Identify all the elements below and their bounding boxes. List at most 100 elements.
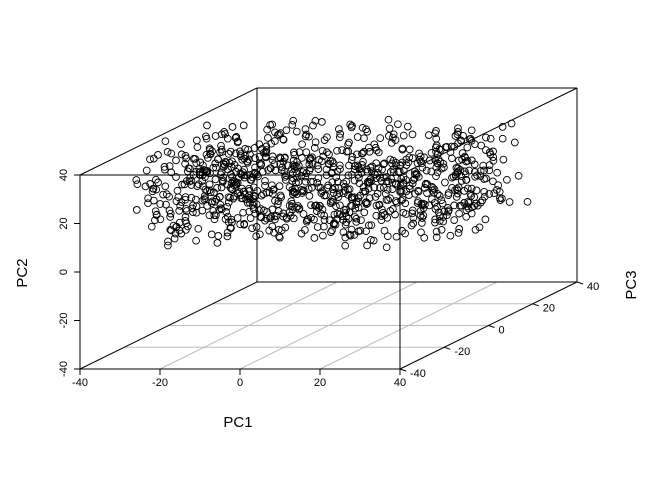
data-point: [347, 156, 356, 164]
data-point: [200, 195, 209, 204]
data-point: [203, 202, 212, 210]
data-point: [211, 211, 220, 220]
data-point: [353, 150, 361, 159]
data-point: [432, 227, 441, 236]
data-point: [391, 197, 400, 205]
z-tick: [532, 303, 539, 307]
data-point: [341, 187, 349, 195]
data-point: [359, 183, 368, 191]
data-point: [396, 181, 405, 190]
data-point: [454, 229, 463, 237]
data-point: [298, 140, 306, 149]
data-point: [132, 176, 141, 184]
data-point: [265, 226, 274, 235]
data-point: [266, 214, 274, 223]
data-point: [335, 133, 344, 142]
data-point: [427, 148, 436, 157]
data-point: [176, 202, 185, 210]
data-point: [133, 180, 142, 189]
data-point: [211, 132, 220, 140]
data-point: [277, 193, 286, 202]
data-point: [345, 138, 353, 147]
data-point: [411, 170, 419, 179]
data-point: [478, 196, 487, 205]
y-tick-label: 0: [58, 269, 70, 275]
x-tick-label: 0: [237, 377, 243, 389]
data-point: [397, 187, 406, 196]
data-point: [348, 153, 357, 161]
data-point: [366, 175, 375, 184]
data-point: [289, 190, 297, 198]
data-point: [177, 229, 186, 238]
data-point: [268, 181, 276, 190]
data-point: [440, 207, 449, 216]
data-point: [339, 216, 347, 224]
data-point: [427, 182, 436, 191]
data-point: [439, 217, 448, 226]
data-point: [309, 121, 317, 130]
data-point: [271, 215, 279, 224]
data-point: [203, 167, 212, 175]
data-point: [217, 130, 226, 139]
data-point: [152, 210, 161, 219]
x-tick-label: 20: [314, 377, 326, 389]
data-point: [271, 128, 279, 137]
data-point: [433, 159, 442, 168]
data-point: [392, 161, 400, 170]
data-point: [418, 219, 426, 227]
box-edge: [79, 87, 258, 176]
data-point: [352, 218, 361, 226]
data-point: [503, 175, 511, 184]
data-point: [230, 160, 239, 169]
data-point: [220, 161, 229, 169]
data-point: [335, 189, 344, 198]
data-point: [323, 148, 331, 157]
data-point: [245, 207, 254, 216]
data-point: [268, 205, 277, 214]
data-point: [465, 199, 473, 207]
data-point: [341, 233, 350, 242]
data-point: [462, 157, 471, 166]
x-axis-title: PC1: [223, 414, 252, 431]
data-point: [399, 131, 408, 140]
data-point: [199, 166, 208, 174]
data-point: [449, 172, 458, 181]
data-point: [172, 156, 180, 165]
data-point: [275, 182, 284, 190]
data-point: [420, 233, 429, 242]
data-point: [294, 178, 303, 186]
data-point: [267, 139, 276, 148]
data-point: [387, 139, 396, 147]
data-point: [354, 197, 363, 206]
data-point: [489, 156, 498, 165]
x-tick-label: -20: [152, 377, 168, 389]
data-point: [358, 149, 366, 158]
data-point: [408, 154, 417, 162]
data-point: [275, 232, 283, 241]
z-tick-label: -40: [410, 368, 426, 380]
data-point: [442, 142, 451, 151]
data-point: [230, 181, 238, 190]
data-point: [377, 212, 386, 220]
data-point: [402, 161, 411, 169]
data-point: [391, 210, 399, 219]
data-point: [228, 123, 237, 131]
data-point: [287, 197, 296, 206]
data-point: [208, 197, 217, 206]
data-point: [186, 164, 194, 173]
data-point: [486, 150, 495, 159]
data-point: [454, 164, 462, 173]
data-point: [384, 115, 393, 124]
data-point: [239, 121, 248, 130]
data-point: [261, 153, 270, 162]
data-point: [457, 136, 465, 145]
data-point: [172, 197, 181, 206]
data-point: [245, 184, 253, 193]
data-point: [389, 156, 398, 165]
data-point: [194, 224, 203, 233]
data-point: [388, 133, 397, 142]
data-point: [433, 168, 442, 177]
data-point: [416, 152, 425, 161]
data-point: [421, 200, 429, 209]
data-point: [226, 193, 234, 202]
